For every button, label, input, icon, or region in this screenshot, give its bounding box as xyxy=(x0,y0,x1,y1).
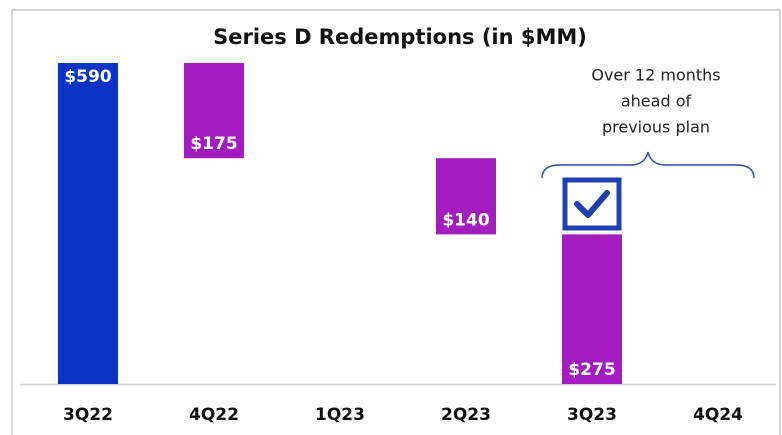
annotation: Over 12 months xyxy=(591,66,720,85)
bar xyxy=(184,63,244,159)
bar xyxy=(562,234,622,384)
annotation: ahead of xyxy=(621,92,692,111)
x-tick-label: 2Q23 xyxy=(441,405,491,425)
checkmark xyxy=(574,190,610,218)
x-tick-label: 1Q23 xyxy=(315,405,365,425)
bar xyxy=(436,158,496,235)
brace xyxy=(541,151,755,179)
annotation: previous plan xyxy=(602,118,710,137)
value-label: $590 xyxy=(64,67,111,87)
value-label: $175 xyxy=(190,134,237,154)
value-label: $275 xyxy=(568,360,615,380)
checkbox-icon xyxy=(562,177,622,231)
frame xyxy=(11,9,781,435)
x-tick-label: 3Q23 xyxy=(567,405,617,425)
x-tick-label: 4Q22 xyxy=(189,405,239,425)
value-label: $140 xyxy=(442,210,489,230)
x-tick-label: 4Q24 xyxy=(693,405,743,425)
x-tick-label: 3Q22 xyxy=(63,405,113,425)
chart-title: Series D Redemptions (in $MM) xyxy=(213,25,587,49)
bar xyxy=(58,63,118,384)
